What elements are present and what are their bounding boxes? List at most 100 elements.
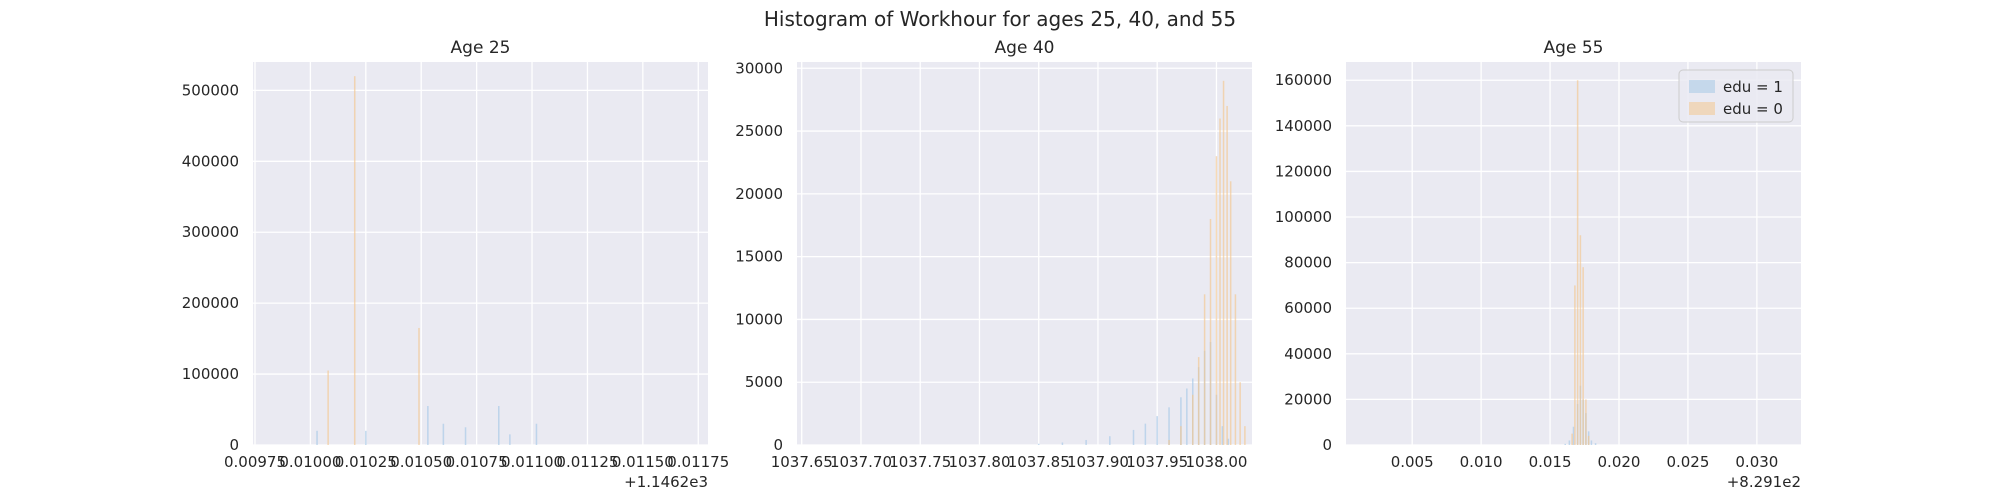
legend-swatch (1689, 80, 1715, 93)
subplot-title: Age 40 (995, 38, 1055, 58)
histogram-bar (1568, 440, 1571, 445)
y-tick-label: 200000 (182, 294, 239, 312)
x-tick-label: 0.01175 (667, 453, 729, 471)
y-tick-label: 400000 (182, 152, 239, 170)
histogram-bar (1061, 442, 1064, 445)
histogram-bar (1590, 440, 1593, 445)
legend-entry: edu = 0 (1723, 100, 1783, 118)
histogram-bar (1582, 267, 1584, 445)
x-tick-label: 0.020 (1598, 453, 1641, 471)
figure-title: Histogram of Workhour for ages 25, 40, a… (764, 7, 1236, 31)
subplot-title: Age 55 (1544, 38, 1604, 58)
histogram-bar (1239, 382, 1241, 445)
y-tick-label: 20000 (735, 185, 783, 203)
x-tick-label: 0.030 (1735, 453, 1778, 471)
x-tick-label: 0.01100 (501, 453, 563, 471)
y-tick-label: 160000 (1275, 71, 1332, 89)
histogram-bar (1571, 433, 1573, 445)
series-edu-0 (1168, 80, 1246, 446)
y-tick-label: 300000 (182, 223, 239, 241)
x-tick-label: 0.01000 (279, 453, 341, 471)
subplots: 0.009750.010000.010250.010500.010750.011… (182, 38, 1801, 491)
x-tick-label: 1037.75 (889, 453, 951, 471)
histogram-bar (1244, 426, 1246, 445)
histogram-bar (1585, 399, 1587, 445)
histogram-bar (1209, 218, 1212, 445)
y-tick-label: 10000 (735, 310, 783, 328)
subplot-3: 0.005 0.010 0.015 0.020 0.025 0.030 0 20000 4000… (1275, 38, 1801, 491)
series-edu-0 (1571, 80, 1590, 445)
y-tick-label: 20000 (1284, 390, 1332, 408)
histogram-bar (353, 76, 356, 446)
histogram-bar (1109, 436, 1111, 445)
subplot-title: Age 25 (451, 38, 511, 58)
histogram-bar (1144, 423, 1147, 445)
y-tick-label: 100000 (1275, 208, 1332, 226)
histogram-bar (1579, 235, 1582, 445)
histogram-bar (316, 430, 318, 445)
histogram-bar (1572, 426, 1575, 445)
x-tick-label: 1037.65 (771, 453, 833, 471)
x-tick-label: 1037.95 (1126, 453, 1188, 471)
histogram-bar (1203, 294, 1206, 445)
histogram-bar (1168, 439, 1170, 445)
series-edu-1 (316, 405, 538, 445)
histogram-bar (1219, 118, 1221, 446)
histogram-bar (535, 423, 538, 445)
histogram-bar (418, 327, 420, 445)
histogram-bar (427, 405, 429, 445)
legend-swatch (1689, 102, 1715, 115)
histogram-bar (1180, 426, 1182, 445)
histogram-bar (1229, 181, 1232, 445)
y-tick-label: 0 (229, 436, 239, 454)
x-tick-label: 0.01025 (335, 453, 397, 471)
y-tick-label: 25000 (735, 122, 783, 140)
x-tick-label: 1038.00 (1185, 453, 1247, 471)
x-tick-label: 0.025 (1666, 453, 1709, 471)
histogram-bar (1132, 429, 1135, 445)
legend-entry: edu = 1 (1723, 78, 1783, 96)
histogram-bar (1180, 397, 1182, 445)
y-tick-label: 30000 (735, 59, 783, 77)
histogram-bar (1197, 357, 1200, 445)
y-tick-label: 100000 (182, 365, 239, 383)
histogram-bar (1576, 80, 1579, 445)
subplot-1: 0.009750.010000.010250.010500.010750.011… (182, 38, 730, 491)
axes-background (797, 62, 1252, 445)
y-tick-label: 40000 (1284, 345, 1332, 363)
histogram-bar (509, 434, 511, 445)
x-tick-label: 1037.70 (830, 453, 892, 471)
histogram-bar (1574, 285, 1576, 445)
histogram-bar (1215, 156, 1218, 445)
y-tick-label: 5000 (745, 373, 783, 391)
histogram-bar (1085, 439, 1087, 445)
y-tick-label: 120000 (1275, 162, 1332, 180)
histogram-bar (327, 370, 329, 445)
x-tick-label: 0.015 (1529, 453, 1572, 471)
x-tick-label: 1037.90 (1067, 453, 1129, 471)
histogram-bar (1156, 416, 1158, 445)
histogram-bar (1037, 443, 1040, 445)
y-tick-label: 140000 (1275, 117, 1332, 135)
y-tick-label: 500000 (182, 81, 239, 99)
x-tick-label: 0.005 (1391, 453, 1434, 471)
y-tick-label: 80000 (1284, 254, 1332, 272)
x-tick-label: 0.01150 (612, 453, 674, 471)
y-tick-label: 15000 (735, 248, 783, 266)
histogram-bar (1594, 443, 1597, 445)
series-edu-0 (327, 76, 420, 446)
histogram-bar (1186, 388, 1188, 445)
legend: edu = 1 edu = 0 (1678, 69, 1794, 123)
histogram-bar (1191, 394, 1194, 445)
histogram-bar (1587, 435, 1590, 445)
histogram-bar (1221, 426, 1224, 445)
x-tick-label: 0.00975 (224, 453, 286, 471)
y-tick-label: 60000 (1284, 299, 1332, 317)
x-offset-text: +8.291e2 (1727, 473, 1801, 491)
histogram-bar (442, 423, 445, 445)
histogram-bar (464, 427, 467, 445)
histogram-bar (1227, 438, 1230, 445)
x-tick-label: 0.01075 (446, 453, 508, 471)
subplot-2: 1037.651037.701037.751037.801037.851037.… (735, 38, 1252, 471)
